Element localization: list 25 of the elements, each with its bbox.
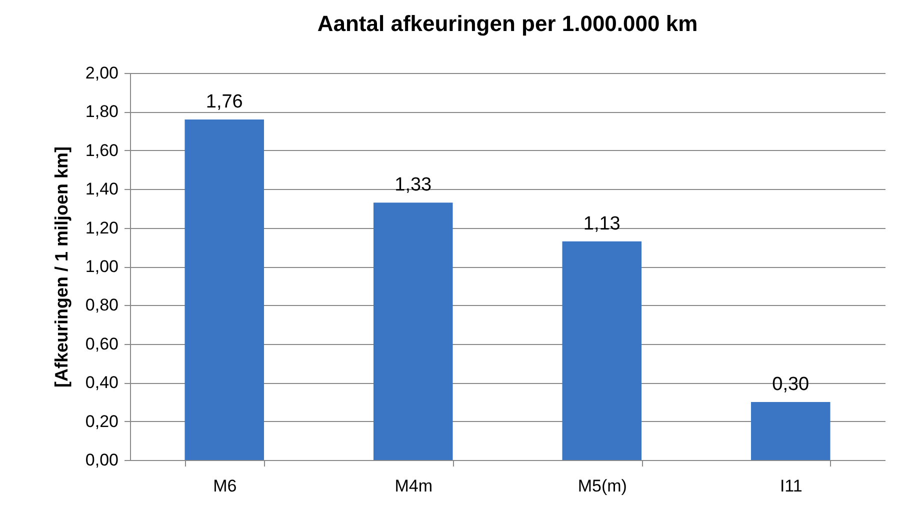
bar xyxy=(184,119,264,460)
y-tick-label: 0,80 xyxy=(85,296,118,315)
y-tick-label: 1,60 xyxy=(85,140,118,160)
y-tick-label: 0,40 xyxy=(85,373,118,392)
x-tick-label: M6 xyxy=(213,476,237,496)
bar xyxy=(562,241,642,460)
x-tick-label: M4m xyxy=(394,476,433,496)
y-tick-label: 0,20 xyxy=(85,412,118,431)
x-tick-label: I11 xyxy=(780,476,802,496)
y-tick-label: 1,80 xyxy=(85,102,118,122)
bar xyxy=(373,202,453,460)
data-label: 0,30 xyxy=(772,374,810,395)
data-label: 1,76 xyxy=(206,91,243,112)
x-tick-label: M5(m) xyxy=(578,476,627,496)
y-tick-label: 1,00 xyxy=(85,257,118,276)
data-label: 1,33 xyxy=(394,174,432,196)
y-axis-title: [Afkeuringen / 1 miljoen km] xyxy=(51,146,72,388)
y-tick-label: 1,40 xyxy=(85,180,118,199)
y-tick-label: 2,00 xyxy=(85,64,118,82)
chart-title: Aantal afkeuringen per 1.000.000 km xyxy=(317,11,698,36)
y-tick-label: 0,00 xyxy=(85,450,118,470)
y-tick-label: 0,60 xyxy=(85,334,118,354)
y-tick-label: 1,20 xyxy=(85,218,118,238)
bar xyxy=(750,402,830,460)
data-label: 1,13 xyxy=(583,213,620,234)
